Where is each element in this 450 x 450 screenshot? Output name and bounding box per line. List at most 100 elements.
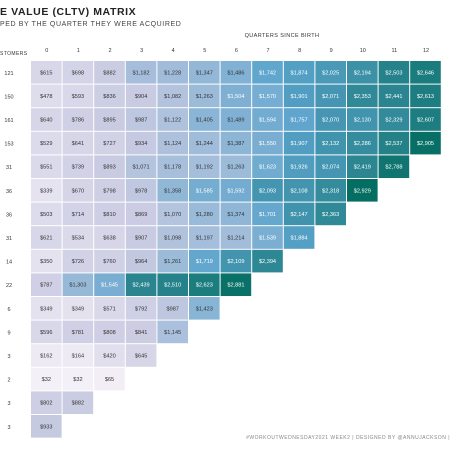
heatmap-cell[interactable] [31,415,62,438]
heatmap-cell[interactable] [378,155,410,178]
heatmap-cell[interactable] [283,108,315,131]
heatmap-cell[interactable] [252,131,283,155]
heatmap-cell[interactable] [62,108,94,131]
heatmap-cell[interactable] [220,273,252,296]
heatmap-cell[interactable] [31,179,62,202]
heatmap-cell[interactable] [62,179,94,202]
heatmap-cell[interactable] [315,108,346,131]
heatmap-cell[interactable] [252,249,283,273]
heatmap-cell[interactable] [94,249,125,273]
heatmap-cell[interactable] [62,391,94,414]
heatmap-cell[interactable] [31,61,62,84]
heatmap-cell[interactable] [378,61,410,84]
heatmap-cell[interactable] [62,155,94,178]
heatmap-cell[interactable] [283,84,315,108]
heatmap-cell[interactable] [220,131,252,155]
heatmap-cell[interactable] [220,84,252,108]
heatmap-cell[interactable] [283,179,315,202]
heatmap-cell[interactable] [252,84,283,108]
heatmap-cell[interactable] [31,367,62,391]
heatmap-cell[interactable] [31,249,62,273]
heatmap-cell[interactable] [189,61,220,84]
heatmap-cell[interactable] [220,61,252,84]
heatmap-cell[interactable] [31,155,62,178]
heatmap-cell[interactable] [378,131,410,155]
heatmap-cell[interactable] [94,179,125,202]
heatmap-cell[interactable] [125,61,157,84]
heatmap-cell[interactable] [94,84,125,108]
heatmap-cell[interactable] [125,131,157,155]
heatmap-cell[interactable] [94,131,125,155]
heatmap-cell[interactable] [410,84,441,108]
heatmap-cell[interactable] [31,84,62,108]
heatmap-cell[interactable] [189,179,220,202]
heatmap-cell[interactable] [220,226,252,249]
heatmap-cell[interactable] [189,155,220,178]
heatmap-cell[interactable] [157,155,188,178]
heatmap-cell[interactable] [94,297,125,320]
heatmap-cell[interactable] [157,297,188,320]
heatmap-cell[interactable] [125,297,157,320]
heatmap-cell[interactable] [157,108,188,131]
heatmap-cell[interactable] [252,202,283,226]
heatmap-cell[interactable] [62,273,94,296]
heatmap-cell[interactable] [347,179,378,202]
heatmap-cell[interactable] [62,61,94,84]
heatmap-cell[interactable] [157,179,188,202]
heatmap-cell[interactable] [62,131,94,155]
heatmap-cell[interactable] [62,367,94,391]
heatmap-cell[interactable] [157,131,188,155]
heatmap-cell[interactable] [315,84,346,108]
heatmap-cell[interactable] [252,108,283,131]
heatmap-cell[interactable] [220,155,252,178]
heatmap-cell[interactable] [189,273,220,296]
heatmap-cell[interactable] [31,108,62,131]
heatmap-cell[interactable] [157,273,188,296]
heatmap-cell[interactable] [125,84,157,108]
heatmap-cell[interactable] [283,155,315,178]
heatmap-cell[interactable] [94,108,125,131]
heatmap-cell[interactable] [157,202,188,226]
heatmap-cell[interactable] [220,249,252,273]
heatmap-cell[interactable] [31,391,62,414]
heatmap-cell[interactable] [410,131,441,155]
heatmap-cell[interactable] [347,131,378,155]
heatmap-cell[interactable] [157,226,188,249]
heatmap-cell[interactable] [125,344,157,367]
heatmap-cell[interactable] [62,297,94,320]
heatmap-cell[interactable] [62,320,94,344]
heatmap-cell[interactable] [125,273,157,296]
heatmap-cell[interactable] [315,202,346,226]
heatmap-cell[interactable] [347,155,378,178]
heatmap-cell[interactable] [157,249,188,273]
heatmap-cell[interactable] [283,226,315,249]
heatmap-cell[interactable] [347,108,378,131]
heatmap-cell[interactable] [410,108,441,131]
heatmap-cell[interactable] [31,320,62,344]
heatmap-cell[interactable] [62,226,94,249]
heatmap-cell[interactable] [94,320,125,344]
heatmap-cell[interactable] [94,61,125,84]
heatmap-cell[interactable] [94,273,125,296]
heatmap-cell[interactable] [125,202,157,226]
heatmap-cell[interactable] [94,344,125,367]
heatmap-cell[interactable] [31,202,62,226]
heatmap-cell[interactable] [189,226,220,249]
heatmap-cell[interactable] [347,84,378,108]
heatmap-cell[interactable] [315,179,346,202]
heatmap-cell[interactable] [252,61,283,84]
heatmap-cell[interactable] [31,344,62,367]
heatmap-cell[interactable] [378,84,410,108]
heatmap-cell[interactable] [125,108,157,131]
heatmap-cell[interactable] [378,108,410,131]
heatmap-cell[interactable] [220,202,252,226]
heatmap-cell[interactable] [315,61,346,84]
heatmap-cell[interactable] [410,61,441,84]
heatmap-cell[interactable] [220,108,252,131]
heatmap-cell[interactable] [189,202,220,226]
heatmap-cell[interactable] [315,155,346,178]
heatmap-cell[interactable] [189,108,220,131]
heatmap-cell[interactable] [94,155,125,178]
heatmap-cell[interactable] [220,179,252,202]
heatmap-cell[interactable] [283,202,315,226]
